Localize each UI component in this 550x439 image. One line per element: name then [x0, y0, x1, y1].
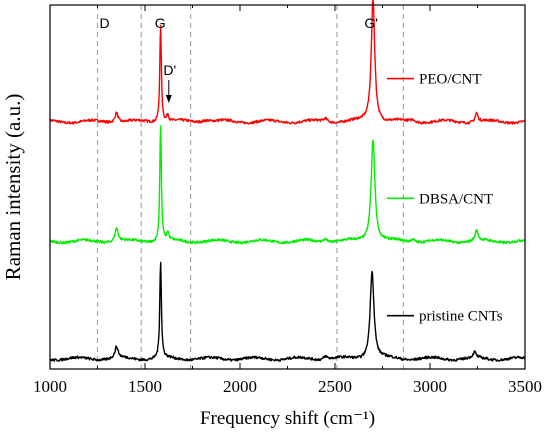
- band-label: D': [163, 62, 176, 78]
- x-tick-label: 2000: [223, 377, 257, 396]
- x-axis: 1000 1500 2000 2500 3000 3500: [33, 5, 542, 396]
- x-tick-label: 3500: [508, 377, 542, 396]
- x-tick-label: 1500: [128, 377, 162, 396]
- series-line: [49, 0, 526, 125]
- x-tick-label: 3000: [413, 377, 447, 396]
- series-line: [49, 261, 526, 362]
- legend-label: pristine CNTs: [419, 309, 503, 325]
- y-axis-label: Raman intensity (a.u.): [1, 94, 25, 281]
- x-axis-label: Frequency shift (cm⁻¹): [200, 408, 375, 429]
- x-tick-label: 2500: [318, 377, 352, 396]
- reference-lines: [96, 5, 404, 369]
- band-arrowhead: [165, 95, 172, 103]
- x-tick-label: 1000: [33, 377, 67, 396]
- band-label: D: [99, 15, 109, 31]
- inline-legend: PEO/CNT DBSA/CNT pristine CNTs: [387, 72, 503, 325]
- legend-label: DBSA/CNT: [419, 191, 493, 207]
- band-label: G: [155, 15, 166, 31]
- legend-label: PEO/CNT: [419, 72, 482, 88]
- series-line: [49, 125, 526, 245]
- spectra-curves: [49, 0, 526, 362]
- band-label: G': [364, 15, 378, 31]
- band-labels: D G D' G': [99, 15, 378, 103]
